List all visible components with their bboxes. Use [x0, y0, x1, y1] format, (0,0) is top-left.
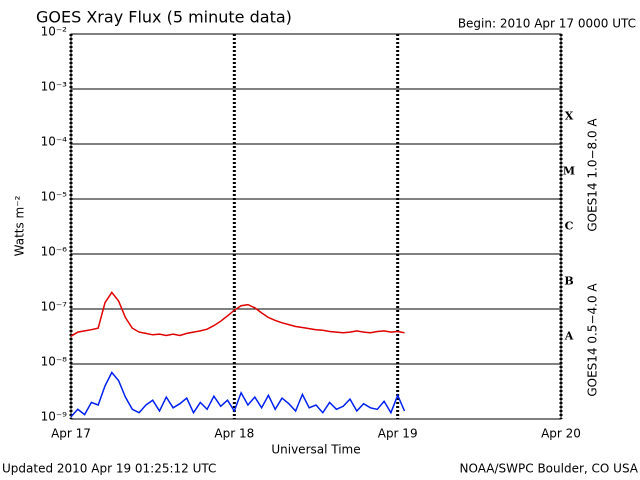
x-tick-label: Apr 18: [214, 427, 254, 441]
y-tick-label: 10⁻⁸: [41, 355, 68, 369]
x-axis-title: Universal Time: [271, 443, 360, 457]
x-tick-label: Apr 20: [541, 427, 581, 441]
y-tick-label: 10⁻⁵: [41, 190, 68, 204]
flare-class: B: [564, 275, 573, 288]
legend-label: GOES14 1.0−8.0 A: [586, 118, 600, 232]
y-tick-label: 10⁻⁶: [41, 245, 68, 259]
flare-class: C: [565, 220, 574, 233]
y-tick-label: 10⁻⁹: [41, 410, 68, 424]
x-tick-label: Apr 17: [51, 427, 91, 441]
y-tick-label: 10⁻³: [41, 80, 68, 94]
x-tick-label: Apr 19: [378, 427, 418, 441]
legend-label: GOES14 0.5−4.0 A: [586, 283, 600, 397]
chart-title: GOES Xray Flux (5 minute data): [36, 8, 292, 27]
flare-class: X: [565, 110, 574, 123]
flux-line: [70, 371, 406, 418]
y-tick-label: 10⁻⁴: [41, 135, 68, 149]
footer-source: NOAA/SWPC Boulder, CO USA: [460, 462, 639, 476]
plot-frame: [70, 33, 562, 420]
y-axis-title: Watts m⁻²: [13, 195, 27, 256]
footer-updated: Updated 2010 Apr 19 01:25:12 UTC: [2, 462, 216, 476]
begin-time: Begin: 2010 Apr 17 0000 UTC: [458, 17, 636, 31]
y-tick-label: 10⁻²: [41, 25, 68, 39]
y-tick-label: 10⁻⁷: [41, 300, 68, 314]
flux-line: [70, 291, 405, 337]
flare-class: A: [564, 330, 574, 343]
flare-class: M: [563, 165, 575, 178]
